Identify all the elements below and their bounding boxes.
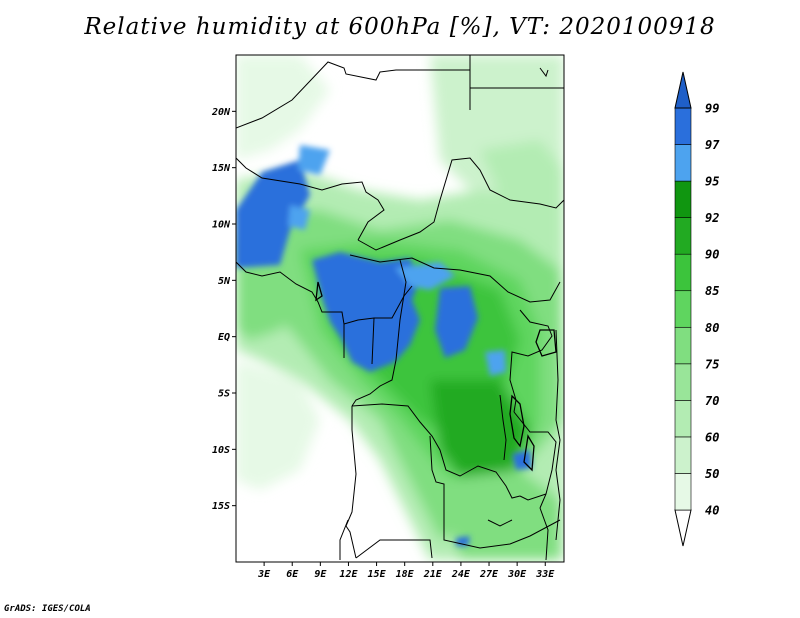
colorbar-top-arrow [674, 71, 692, 109]
colorbar-segment [674, 107, 692, 145]
lon-tick-label: 24E [451, 569, 471, 580]
lon-tick-label: 12E [339, 569, 358, 580]
lat-tick-label: 15S [212, 501, 230, 512]
colorbar: 40 50 60 70 75 80 85 90 92 95 97 99 [674, 71, 720, 547]
lat-tick-label: 5S [218, 389, 230, 400]
colorbar-label: 85 [705, 284, 719, 298]
lon-tick-label: 27E [479, 569, 499, 580]
colorbar-label: 80 [705, 321, 719, 335]
lat-tick-label: EQ [218, 332, 230, 343]
colorbar-label: 99 [705, 102, 719, 116]
lon-tick-label: 21E [423, 569, 443, 580]
colorbar-bottom-arrow [674, 509, 692, 547]
colorbar-segment [674, 473, 692, 511]
page-title: Relative humidity at 600hPa [%], VT: 202… [84, 14, 716, 40]
colorbar-segment [674, 180, 692, 218]
longitude-axis: 3E 6E 9E 12E 15E 18E 21E 24E 27E 30E 33E [257, 562, 555, 580]
colorbar-label: 90 [705, 248, 719, 262]
colorbar-label: 40 [705, 504, 719, 518]
colorbar-segment [674, 144, 692, 182]
lat-tick-label: 5N [218, 276, 231, 287]
lon-tick-label: 9E [314, 569, 327, 580]
latitude-axis: 20N 15N 10N 5N EQ 5S 10S 15S [211, 107, 236, 512]
colorbar-label: 70 [705, 394, 719, 408]
colorbar-label: 50 [705, 467, 719, 481]
lon-tick-label: 18E [396, 569, 415, 580]
lon-tick-label: 3E [257, 569, 271, 580]
colorbar-label: 95 [705, 175, 719, 189]
country-borders [236, 55, 564, 561]
lon-tick-label: 33E [535, 569, 555, 580]
colorbar-segment [674, 253, 692, 292]
lat-tick-label: 10N [212, 220, 231, 231]
colorbar-segment [674, 400, 692, 438]
lat-tick-label: 10S [212, 445, 230, 456]
lat-tick-label: 20N [211, 107, 231, 118]
map-frame [235, 54, 565, 563]
colorbar-segment [674, 217, 692, 255]
lat-tick-label: 15N [212, 163, 231, 174]
colorbar-segment [674, 363, 692, 401]
colorbar-label: 60 [705, 430, 719, 444]
colorbar-label: 92 [705, 211, 719, 225]
colorbar-segment [674, 436, 692, 474]
colorbar-segment [674, 290, 692, 328]
lon-tick-label: 6E [286, 569, 299, 580]
colorbar-label: 97 [705, 138, 720, 152]
lon-tick-label: 15E [368, 569, 387, 580]
colorbar-segment [674, 326, 692, 365]
grads-credit: GrADS: IGES/COLA [4, 604, 91, 614]
colorbar-label: 75 [705, 357, 719, 371]
humidity-map [236, 55, 564, 562]
lon-tick-label: 30E [507, 569, 527, 580]
